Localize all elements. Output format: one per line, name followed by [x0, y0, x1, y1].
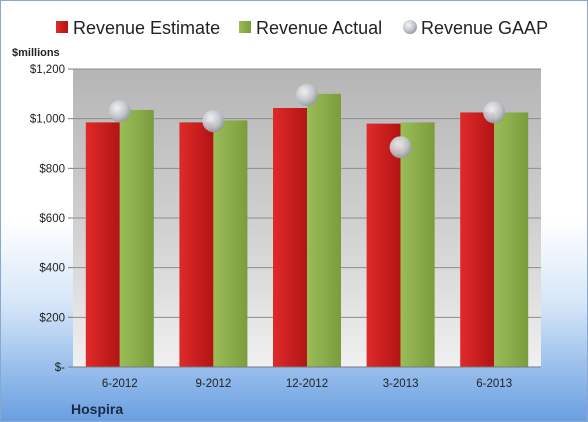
point-revenue-gaap: [389, 136, 412, 159]
bar-revenue-actual: [119, 109, 154, 367]
legend-swatch-actual: [239, 21, 251, 33]
y-tick-label: $600: [39, 213, 65, 225]
y-tick-label: $200: [39, 312, 65, 324]
y-tick-label: $1,000: [30, 114, 65, 126]
bar-revenue-estimate: [85, 122, 120, 368]
bar-revenue-actual: [213, 120, 248, 367]
x-category-label: 9-2012: [195, 378, 231, 390]
x-category-label: 12-2012: [286, 378, 328, 390]
y-tick-label: $1,200: [30, 64, 65, 76]
bar-revenue-estimate: [366, 123, 401, 367]
bar-revenue-actual: [307, 93, 341, 367]
bars: [85, 93, 529, 368]
legend-label-estimate: Revenue Estimate: [73, 18, 220, 38]
x-category-label: 6-2012: [102, 378, 138, 390]
x-category-label: 3-2013: [383, 378, 419, 390]
y-tick-label: $800: [39, 163, 65, 175]
bar-revenue-estimate: [179, 122, 214, 368]
y-tick-label: $-: [55, 362, 65, 374]
gaap-points: [108, 84, 506, 159]
legend-label-actual: Revenue Actual: [256, 18, 382, 38]
x-category-label: 6-2013: [476, 378, 512, 390]
y-tick-label: $400: [39, 263, 65, 275]
y-axis-ticks: $- $200 $400 $600 $800 $1,000 $1,200: [30, 64, 73, 374]
legend-swatch-gaap: [403, 20, 417, 34]
y-axis-unit-label: $millions: [12, 47, 60, 59]
legend-label-gaap: Revenue GAAP: [421, 18, 548, 38]
bar-revenue-actual: [400, 122, 435, 368]
point-revenue-gaap: [108, 100, 131, 123]
bar-revenue-estimate: [460, 112, 495, 367]
point-revenue-gaap: [202, 110, 225, 133]
bar-revenue-actual: [494, 112, 529, 367]
company-label: Hospira: [71, 401, 123, 417]
legend: Revenue Estimate Revenue Actual Revenue …: [56, 18, 548, 38]
x-axis-labels: 6-2012 9-2012 12-2012 3-2013 6-2013: [102, 378, 512, 390]
bar-revenue-estimate: [273, 107, 307, 367]
point-revenue-gaap: [296, 84, 318, 107]
point-revenue-gaap: [483, 101, 506, 124]
legend-swatch-estimate: [56, 21, 68, 33]
